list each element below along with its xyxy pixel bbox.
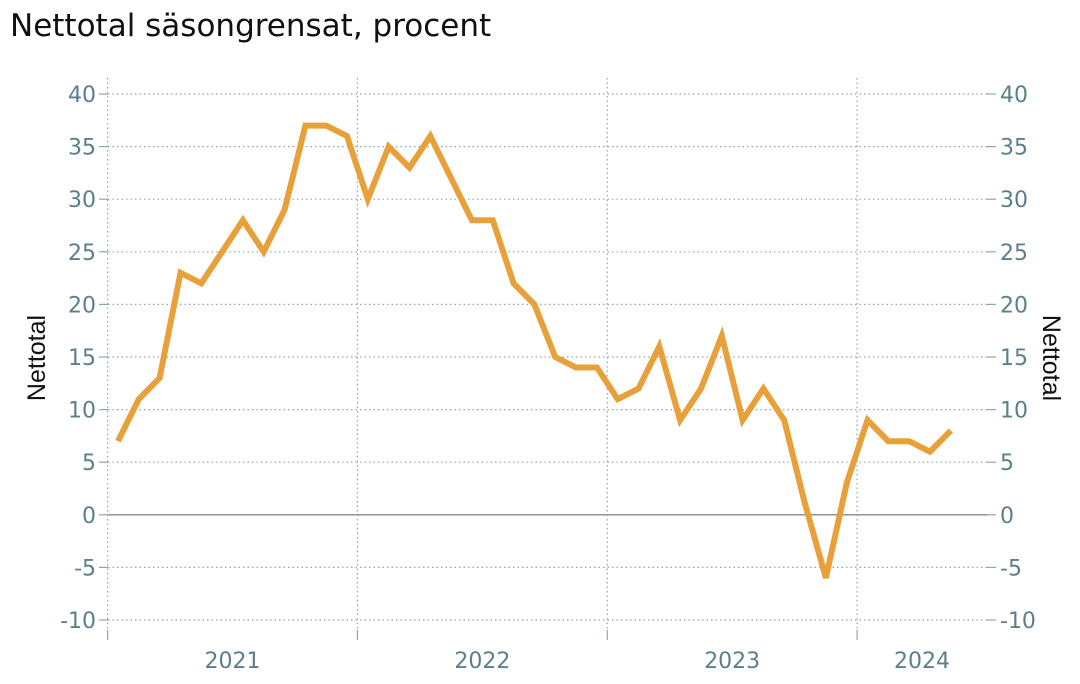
y-tick-label-right: 25	[1000, 241, 1028, 266]
chart-title: Nettotal säsongrensat, procent	[10, 8, 492, 44]
y-tick-label-right: 30	[1000, 188, 1028, 213]
y-tick-label-right: 0	[1000, 504, 1014, 529]
y-tick-label-right: 5	[1000, 451, 1014, 476]
x-tick-label: 2023	[704, 649, 760, 674]
y-tick-label-right: 40	[1000, 83, 1028, 108]
y-tick-label-right: 35	[1000, 136, 1028, 161]
y-tick-label-left: 25	[68, 241, 96, 266]
y-tick-label-left: 5	[82, 451, 96, 476]
y-tick-label-left: 10	[68, 399, 96, 424]
y-tick-label-left: 30	[68, 188, 96, 213]
x-tick-label: 2021	[205, 649, 261, 674]
x-tick-label: 2022	[454, 649, 510, 674]
y-tick-label-left: 40	[68, 83, 96, 108]
y-tick-label-right: 20	[1000, 293, 1028, 318]
axis-layer: 40 40 35 35 30 30 25 25 20 20 15 15 10 10 5 5 0 0 -5 -5 -10 -…	[60, 83, 1036, 674]
grid-layer	[106, 78, 987, 630]
y-tick-label-right: -10	[1000, 609, 1036, 634]
y-tick-label-left: 0	[82, 504, 96, 529]
y-tick-label-left: -10	[60, 609, 96, 634]
y-tick-label-right: 15	[1000, 346, 1028, 371]
y-tick-label-left: -5	[74, 556, 96, 581]
y-tick-label-right: -5	[1000, 556, 1022, 581]
y-tick-label-left: 15	[68, 346, 96, 371]
series-layer	[115, 122, 953, 579]
y-tick-label-right: 10	[1000, 399, 1028, 424]
y-axis-title-right: Nettotal	[1037, 315, 1065, 401]
y-tick-label-left: 35	[68, 136, 96, 161]
series-line	[115, 122, 953, 579]
y-tick-label-left: 20	[68, 293, 96, 318]
x-tick-label: 2024	[894, 649, 950, 674]
y-axis-title-left: Nettotal	[23, 315, 51, 401]
